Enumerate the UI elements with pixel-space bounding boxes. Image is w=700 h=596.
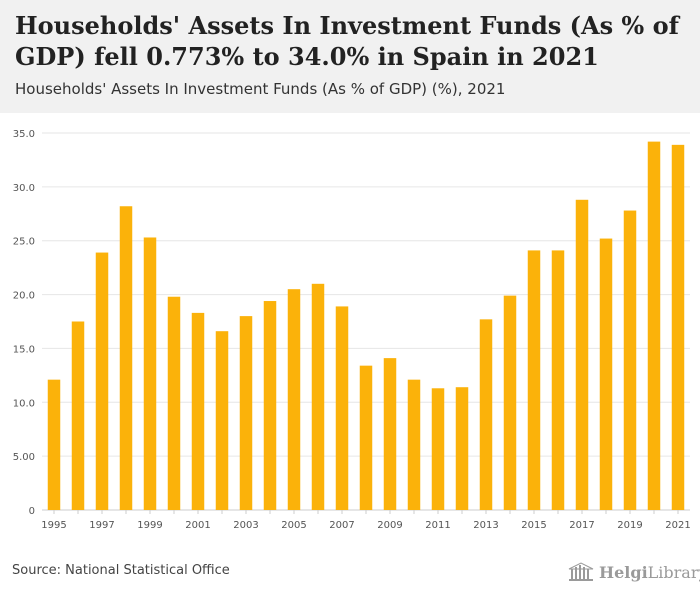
bar-2019 [623, 210, 637, 510]
library-building-icon [568, 562, 594, 581]
bar-2011 [431, 388, 445, 510]
x-tick-label: 2007 [329, 520, 354, 531]
x-tick-label: 2003 [233, 520, 258, 531]
bar-2007 [335, 306, 349, 510]
bar-2006 [311, 283, 325, 510]
bar-2013 [479, 319, 493, 510]
x-tick-label: 1999 [137, 520, 162, 531]
logo-text: HelgiLibrary [599, 563, 700, 582]
bar-2001 [191, 312, 205, 510]
bar-2003 [239, 316, 253, 510]
bar-2005 [287, 289, 301, 510]
y-tick-label: 20.0 [13, 291, 35, 302]
bar-2018 [599, 238, 613, 510]
x-tick-label: 2017 [569, 520, 594, 531]
bar-2012 [455, 387, 469, 510]
x-tick-label: 1997 [89, 520, 114, 531]
bar-2014 [503, 295, 517, 510]
y-tick-label: 25.0 [13, 237, 35, 248]
bar-2004 [263, 301, 277, 510]
y-axis-ticks: 0 5.00 10.0 15.0 20.0 25.0 30.0 35.0 [13, 129, 35, 517]
x-tick-label: 2021 [665, 520, 690, 531]
y-tick-label: 35.0 [13, 129, 35, 140]
bar-2021 [671, 144, 685, 510]
header-band: Households' Assets In Investment Funds (… [0, 0, 700, 113]
bar-2015 [527, 250, 541, 510]
y-tick-label: 5.00 [13, 452, 35, 463]
y-tick-label: 0 [29, 506, 35, 517]
chart-title: Households' Assets In Investment Funds (… [15, 11, 679, 71]
x-axis-ticks: 1995 1997 1999 2001 2003 2005 2007 2009 2011 2013… [41, 510, 691, 531]
logo-text-regular: Library [647, 562, 700, 582]
x-tick-label: 2005 [281, 520, 306, 531]
bar-2000 [167, 296, 181, 510]
bar-1996 [71, 321, 85, 510]
chart-subtitle: Households' Assets In Investment Funds (… [15, 80, 506, 98]
x-tick-label: 2001 [185, 520, 210, 531]
bar-2002 [215, 331, 229, 510]
bar-1998 [119, 206, 133, 510]
bar-1997 [95, 252, 109, 510]
bars [47, 141, 685, 511]
x-tick-label: 2019 [617, 520, 642, 531]
x-tick-label: 1995 [41, 520, 66, 531]
bar-2009 [383, 358, 397, 510]
x-tick-label: 2011 [425, 520, 450, 531]
x-tick-label: 2009 [377, 520, 402, 531]
bar-1999 [143, 237, 157, 510]
bar-2020 [647, 141, 661, 511]
bar-2010 [407, 379, 421, 510]
bar-2008 [359, 365, 373, 510]
y-tick-label: 15.0 [13, 344, 35, 355]
logo-text-bold: Helgi [599, 562, 648, 582]
helgilibrary-logo: HelgiLibrary [568, 560, 700, 584]
x-tick-label: 2015 [521, 520, 546, 531]
y-tick-label: 30.0 [13, 183, 35, 194]
x-tick-label: 2013 [473, 520, 498, 531]
bar-2017 [575, 199, 589, 510]
bar-1995 [47, 379, 61, 510]
y-tick-label: 10.0 [13, 398, 35, 409]
source-note: Source: National Statistical Office [12, 563, 230, 578]
bar-2016 [551, 250, 565, 510]
